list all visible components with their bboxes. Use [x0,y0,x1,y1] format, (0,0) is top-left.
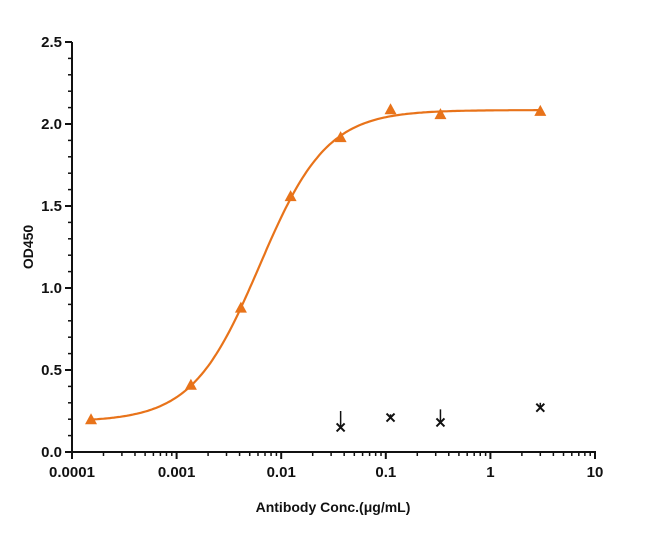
x-point [385,412,396,423]
triangle-point [384,103,397,115]
fit-curve [90,109,539,421]
x-tick-label: 10 [587,464,604,481]
triangle-point [85,413,98,425]
y-tick-label: 0.0 [41,444,62,461]
x-tick-label: 1 [486,464,494,481]
triangle-point [334,131,347,143]
x-tick-label: 0.0001 [49,464,95,481]
x-tick-label: 0.1 [375,464,396,481]
x-tick-label: 0.001 [158,464,196,481]
y-axis-label: OD450 [20,225,36,270]
triangle-point [284,190,297,202]
triangle-point [184,378,197,390]
x-point [435,417,446,428]
triangle-point [234,301,247,313]
triangle-point [434,108,447,120]
triangle-point [534,104,547,116]
x-axis-label: Antibody Conc.(μg/mL) [256,499,411,515]
y-tick-label: 1.0 [41,280,62,297]
y-tick-label: 2.0 [41,116,62,133]
x-point [535,403,546,413]
y-tick-label: 2.5 [41,34,62,51]
x-tick-label: 0.01 [267,464,296,481]
y-tick-label: 1.5 [41,198,62,215]
x-point [335,422,346,433]
y-tick-label: 0.5 [41,362,62,379]
